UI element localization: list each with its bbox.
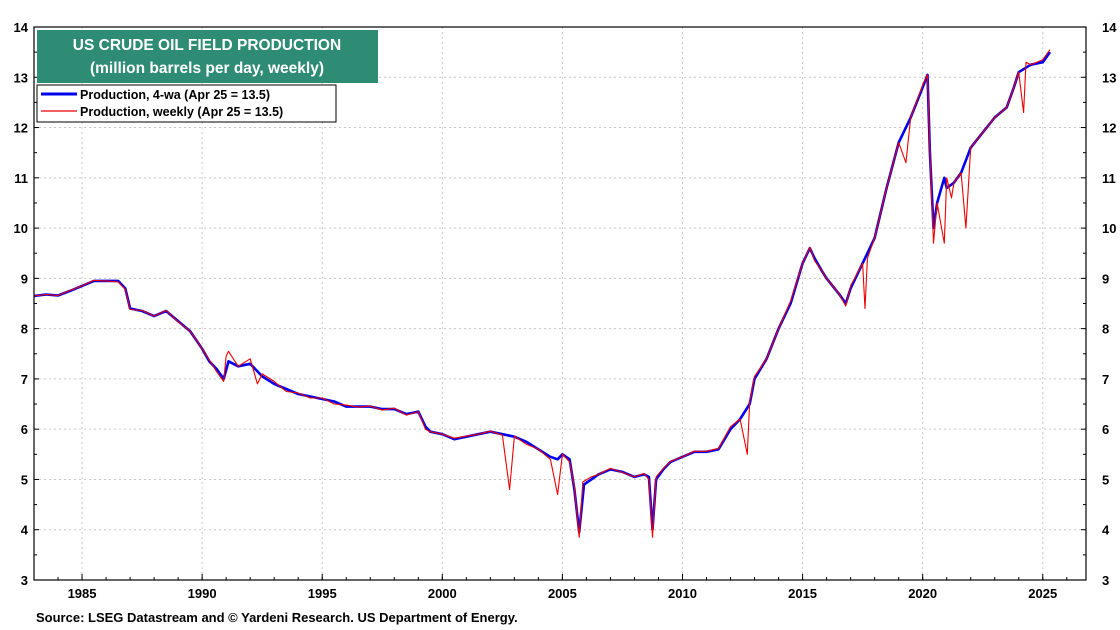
y-tick-label-left: 5 [21, 472, 28, 487]
y-tick-label-right: 9 [1102, 271, 1109, 286]
y-tick-label-right: 14 [1102, 20, 1117, 35]
y-tick-label-right: 7 [1102, 372, 1109, 387]
x-tick-label: 2015 [788, 586, 817, 601]
x-tick-label: 2025 [1028, 586, 1057, 601]
x-tick-label: 2005 [548, 586, 577, 601]
y-tick-label-left: 14 [14, 20, 29, 35]
x-tick-label: 2010 [668, 586, 697, 601]
y-tick-label-left: 12 [14, 121, 28, 136]
y-tick-label-left: 3 [21, 573, 28, 588]
y-tick-label-left: 7 [21, 372, 28, 387]
x-tick-label: 2000 [428, 586, 457, 601]
title-box: US CRUDE OIL FIELD PRODUCTION (million b… [37, 30, 378, 83]
gridlines [34, 27, 1086, 580]
y-tick-label-right: 5 [1102, 472, 1109, 487]
y-tick-label-right: 11 [1102, 171, 1116, 186]
y-tick-label-left: 13 [14, 70, 28, 85]
y-tick-label-left: 10 [14, 221, 28, 236]
y-tick-label-left: 11 [14, 171, 28, 186]
y-tick-label-left: 8 [21, 322, 28, 337]
series-line-weekly [33, 49, 1051, 538]
y-tick-label-right: 13 [1102, 70, 1116, 85]
x-tick-label: 1990 [188, 586, 217, 601]
y-tick-label-right: 8 [1102, 322, 1109, 337]
x-tick-label: 1995 [308, 586, 337, 601]
chart-subtitle: (million barrels per day, weekly) [90, 60, 324, 77]
y-tick-label-left: 6 [21, 422, 28, 437]
y-tick-label-left: 4 [21, 523, 29, 538]
axes-layer: 3 3 4 4 5 5 6 6 7 7 8 8 9 9 10 10 11 11 12 12 13 13 14 14 1985 19… [14, 20, 1118, 601]
y-tick-label-right: 6 [1102, 422, 1109, 437]
x-tick-label: 1985 [68, 586, 97, 601]
legend-label-weekly: Production, weekly (Apr 25 = 13.5) [80, 105, 283, 119]
y-tick-label-right: 4 [1102, 523, 1110, 538]
series-layer [33, 49, 1052, 538]
y-tick-label-right: 12 [1102, 121, 1116, 136]
legend-label-4wa: Production, 4-wa (Apr 25 = 13.5) [80, 88, 270, 102]
y-tick-label-left: 9 [21, 271, 28, 286]
x-tick-label: 2020 [908, 586, 937, 601]
chart-title: US CRUDE OIL FIELD PRODUCTION [73, 37, 341, 54]
y-tick-label-right: 3 [1102, 573, 1109, 588]
source-note: Source: LSEG Datastream and © Yardeni Re… [36, 610, 518, 625]
y-tick-label-right: 10 [1102, 221, 1116, 236]
legend: Production, 4-wa (Apr 25 = 13.5) Product… [36, 84, 337, 123]
